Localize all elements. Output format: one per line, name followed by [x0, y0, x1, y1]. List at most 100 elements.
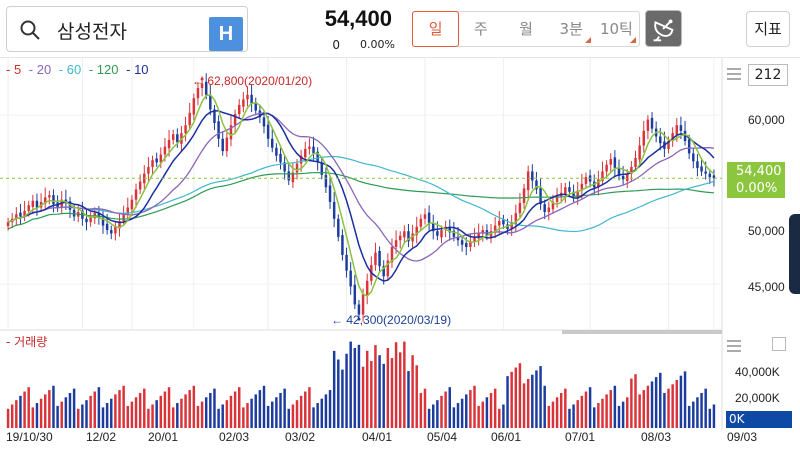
volume-bar [382, 363, 385, 428]
tab-10tick[interactable]: 10틱 [594, 12, 639, 46]
volume-bar [659, 372, 662, 428]
volume-bar [93, 391, 96, 428]
volume-bar [592, 407, 596, 428]
candle-body [279, 153, 282, 163]
price-change: 0 [332, 38, 340, 52]
volume-bar [675, 380, 679, 428]
volume-bar [299, 395, 303, 428]
volume-bar [337, 359, 340, 428]
tab-3min[interactable]: 3분 [549, 12, 594, 46]
candle-body [31, 200, 35, 207]
legend-ma20: - 20 [28, 62, 52, 77]
candle-body [15, 214, 18, 219]
volume-menu-icon[interactable] [727, 340, 741, 352]
stock-chart[interactable] [0, 58, 800, 450]
visible-candle-count[interactable]: 212 [748, 64, 788, 86]
volume-bar [551, 401, 555, 428]
candle-body [692, 153, 695, 162]
volume-bar [246, 403, 249, 428]
candle-body [642, 130, 645, 146]
low-marker [357, 317, 361, 321]
candle-body [196, 88, 200, 99]
volume-bar [605, 394, 608, 428]
x-tick-label: 09/03 [727, 430, 758, 444]
candle-body [291, 172, 295, 183]
volume-bar [266, 405, 270, 428]
candle-body [572, 191, 575, 197]
volume-bar [48, 390, 51, 428]
candle-body [378, 250, 381, 267]
tab-daily[interactable]: 일 [412, 11, 460, 47]
candle-body [502, 219, 505, 225]
volume-bar [39, 398, 43, 428]
tab-weekly[interactable]: 주 [458, 12, 503, 46]
volume-bar [415, 365, 418, 428]
candle-body [105, 223, 109, 231]
volume-bar [407, 371, 410, 428]
header: 삼성전자 H 54,400 0 0.00% 일 주 월 3분 10틱 지표 [0, 0, 800, 58]
candle-body [353, 284, 357, 305]
volume-bar [564, 388, 567, 428]
price-change-pct: 0.00% [360, 38, 395, 51]
volume-bar [440, 395, 443, 428]
tab-label: 3분 [559, 20, 583, 38]
volume-bar [588, 387, 592, 428]
candle-body [225, 137, 229, 152]
volume-bar [489, 392, 493, 428]
candle-body [147, 166, 150, 174]
indicator-button[interactable]: 지표 [746, 11, 790, 47]
candle-body [89, 216, 92, 223]
ma60-line [7, 155, 715, 233]
volume-bar [204, 397, 208, 428]
volume-bar [209, 392, 212, 428]
chart-menu-icon[interactable] [727, 68, 741, 80]
candle-body [184, 125, 187, 134]
candle-body [415, 226, 418, 236]
volume-bar [27, 387, 30, 428]
tab-label: 일 [428, 20, 443, 38]
volume-bar [192, 385, 196, 428]
volume-bar [452, 407, 456, 428]
current-price-tag: 54,400 0.00% [727, 162, 785, 198]
candle-body [477, 233, 480, 239]
volume-bar [403, 341, 406, 428]
side-panel-handle[interactable] [789, 214, 800, 294]
candle-body [97, 213, 101, 218]
volume-bar [683, 371, 687, 428]
volume-bar [386, 348, 390, 428]
candle-body [221, 138, 224, 152]
x-tick-label: 03/02 [285, 430, 316, 444]
candle-body [679, 125, 683, 131]
candle-body [617, 168, 621, 176]
ma10-line [7, 109, 715, 282]
candle-body [543, 204, 546, 213]
candle-body [465, 243, 468, 247]
candle-body [337, 218, 340, 237]
h-badge-button[interactable]: H [209, 17, 243, 51]
stock-search-box[interactable]: 삼성전자 H [6, 6, 248, 52]
stock-name: 삼성전자 [57, 21, 127, 43]
tab-monthly[interactable]: 월 [503, 12, 548, 46]
volume-bar [184, 394, 187, 428]
volume-bar [374, 345, 377, 428]
candle-body [217, 121, 220, 139]
candle-body [514, 213, 518, 224]
x-tick-label: 05/04 [427, 430, 458, 444]
y-tick-label: 45,000 [748, 280, 785, 294]
candle-body [159, 154, 163, 163]
expand-icon[interactable] [772, 337, 786, 351]
drawing-tool-button[interactable] [645, 10, 682, 47]
candle-body [621, 175, 625, 180]
volume-bar [671, 384, 674, 428]
x-tick-label: 04/01 [362, 430, 393, 444]
volume-bar [262, 385, 266, 428]
volume-bar [328, 390, 332, 428]
volume-bar [217, 408, 220, 428]
candle-body [167, 139, 171, 149]
candle-body [118, 221, 121, 229]
volume-bar [543, 385, 546, 428]
candle-body [671, 133, 674, 142]
candle-body [469, 241, 472, 247]
volume-bar [304, 391, 307, 428]
volume-bar [130, 401, 134, 428]
